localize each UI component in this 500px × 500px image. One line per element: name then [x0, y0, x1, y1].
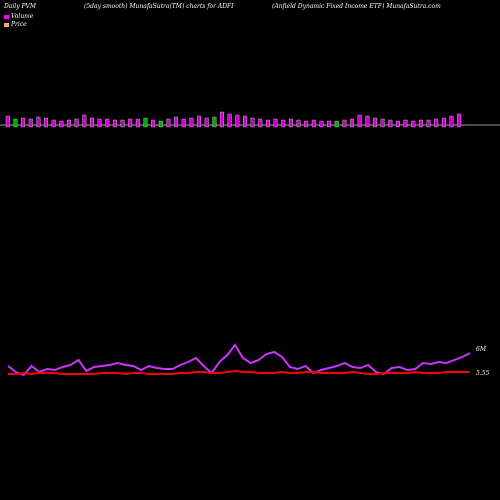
volume-bar — [151, 119, 156, 128]
volume-bar — [174, 116, 179, 128]
volume-line — [7, 343, 471, 377]
volume-bar — [166, 118, 171, 128]
volume-bar — [128, 118, 133, 128]
volume-bar — [304, 120, 309, 128]
legend-item-price: Price — [4, 21, 27, 28]
volume-bar — [105, 118, 110, 128]
volume-bar — [411, 120, 416, 128]
volume-bar — [227, 113, 232, 128]
volume-bar — [44, 117, 48, 128]
volume-bar — [74, 118, 79, 128]
price-value-label: 5.55 — [476, 370, 490, 377]
volume-bar — [120, 119, 125, 128]
volume-bar — [235, 114, 240, 128]
volume-bar — [373, 117, 377, 128]
volume-bar — [212, 116, 217, 128]
legend-swatch-volume — [4, 14, 9, 19]
volume-bar — [90, 117, 94, 128]
volume-bar — [36, 116, 41, 128]
volume-bar — [350, 118, 354, 128]
volume-bar — [334, 120, 339, 128]
volume-bars — [5, 111, 462, 128]
volume-bar — [311, 119, 316, 128]
volume-bar — [395, 120, 400, 128]
volume-bar — [97, 118, 102, 128]
volume-bar — [112, 119, 117, 128]
volume-bar — [296, 119, 301, 128]
volume-value-label: 6M — [476, 346, 487, 353]
volume-bar — [21, 117, 26, 128]
chart-left-title: Daily PVM — [4, 3, 37, 10]
volume-bar — [158, 120, 163, 128]
volume-bar — [258, 118, 263, 128]
volume-bar — [288, 118, 293, 128]
volume-bar — [403, 119, 408, 128]
volume-bar — [380, 118, 385, 128]
volume-bar — [197, 115, 201, 128]
volume-bar — [59, 120, 64, 128]
volume-bar — [82, 114, 87, 128]
volume-bar — [342, 119, 347, 128]
volume-bar — [457, 113, 462, 128]
volume-bar — [13, 118, 18, 128]
volume-bar — [181, 118, 186, 128]
legend-label-price: Price — [11, 21, 27, 28]
volume-bar — [204, 117, 209, 128]
volume-bar — [441, 117, 446, 128]
price-line — [8, 369, 470, 376]
volume-bar — [250, 117, 255, 128]
volume-bar — [220, 111, 224, 128]
volume-bar — [388, 119, 393, 128]
chart-title: (5day smooth) MunafaSutra(TM) charts for… — [84, 3, 234, 10]
volume-bar — [273, 118, 278, 128]
volume-bar — [5, 115, 10, 128]
volume-bar — [426, 119, 431, 128]
volume-bar — [281, 119, 286, 128]
volume-bar — [135, 118, 140, 128]
volume-bar — [143, 117, 148, 128]
volume-bar — [189, 117, 194, 128]
legend-swatch-price — [4, 22, 9, 27]
legend-label-volume: Volume — [11, 13, 34, 20]
volume-bar — [418, 119, 423, 128]
volume-bar — [449, 115, 454, 128]
legend-item-volume: Volume — [4, 13, 33, 20]
volume-bar — [67, 119, 71, 128]
volume-bar — [51, 119, 56, 128]
volume-bar — [242, 115, 247, 128]
volume-bar — [319, 120, 324, 128]
volume-bar — [28, 118, 33, 128]
volume-bar — [265, 119, 270, 128]
volume-bar — [434, 118, 439, 128]
chart-source: (Anfield Dynamic Fixed Income ETF) Munaf… — [272, 3, 441, 10]
volume-bar — [327, 120, 332, 128]
volume-bar — [357, 114, 362, 128]
volume-bar — [365, 115, 370, 128]
